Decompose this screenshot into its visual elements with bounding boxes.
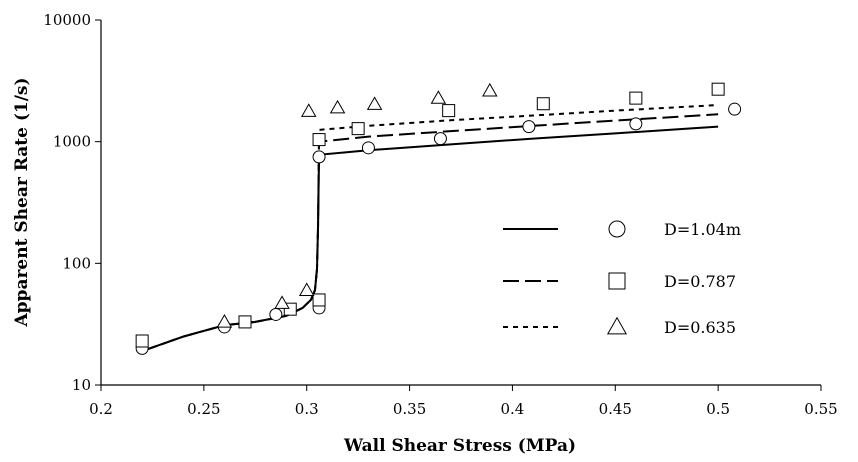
point-triangle — [274, 295, 290, 309]
x-tick-label: 0.5 — [706, 400, 730, 418]
y-tick-label: 100 — [62, 254, 91, 272]
point-square — [629, 91, 643, 105]
point-circle — [312, 150, 326, 164]
point-square — [442, 104, 456, 118]
curve-circle — [141, 125, 719, 353]
x-tick-label: 0.3 — [295, 400, 319, 418]
y-tick-label: 1000 — [53, 133, 91, 151]
data-markers — [135, 82, 742, 355]
point-triangle — [298, 282, 315, 296]
legend-label: D=1.04m — [664, 220, 741, 239]
point-square — [135, 334, 149, 348]
point-square — [536, 97, 550, 111]
point-square — [351, 122, 365, 136]
point-triangle — [301, 103, 317, 117]
point-circle — [433, 132, 447, 146]
legend-marker-triangle — [606, 316, 628, 335]
legend-label: D=0.635 — [664, 318, 736, 337]
legend-label: D=0.787 — [664, 272, 736, 291]
x-tick-label: 0.45 — [599, 400, 632, 418]
fit-curves — [141, 104, 719, 353]
x-tick-label: 0.35 — [393, 400, 426, 418]
point-triangle — [430, 90, 447, 104]
x-ticks: 0.2 0.25 0.3 0.35 0.4 0.45 0.5 0.55 — [89, 385, 838, 418]
point-square — [312, 133, 326, 147]
point-triangle — [482, 82, 498, 97]
point-circle — [269, 307, 283, 321]
x-tick-label: 0.4 — [500, 400, 524, 418]
y-tick-label: 10000 — [43, 11, 91, 29]
curve-square — [141, 113, 719, 353]
y-ticks: 10 100 1000 10000 — [43, 11, 101, 394]
point-circle — [522, 120, 536, 134]
x-tick-label: 0.2 — [89, 400, 113, 418]
point-circle — [361, 141, 375, 155]
legend: D=1.04m D=0.787 D=0.635 — [503, 220, 741, 337]
x-tick-label: 0.55 — [804, 400, 837, 418]
legend-marker-circle — [608, 220, 626, 238]
point-square — [312, 293, 326, 307]
x-tick-label: 0.25 — [187, 400, 220, 418]
point-triangle — [329, 99, 346, 114]
curve-triangle — [141, 104, 719, 353]
legend-marker-square — [608, 272, 626, 290]
x-axis-title: Wall Shear Stress (MPa) — [343, 436, 576, 456]
point-triangle — [366, 96, 383, 110]
point-circle — [629, 117, 643, 131]
y-tick-label: 10 — [72, 376, 91, 394]
point-square — [711, 82, 725, 96]
point-triangle — [216, 314, 233, 328]
y-axis-title: Apparent Shear Rate (1/s) — [12, 77, 32, 327]
point-square — [238, 315, 252, 329]
point-circle — [728, 102, 742, 116]
